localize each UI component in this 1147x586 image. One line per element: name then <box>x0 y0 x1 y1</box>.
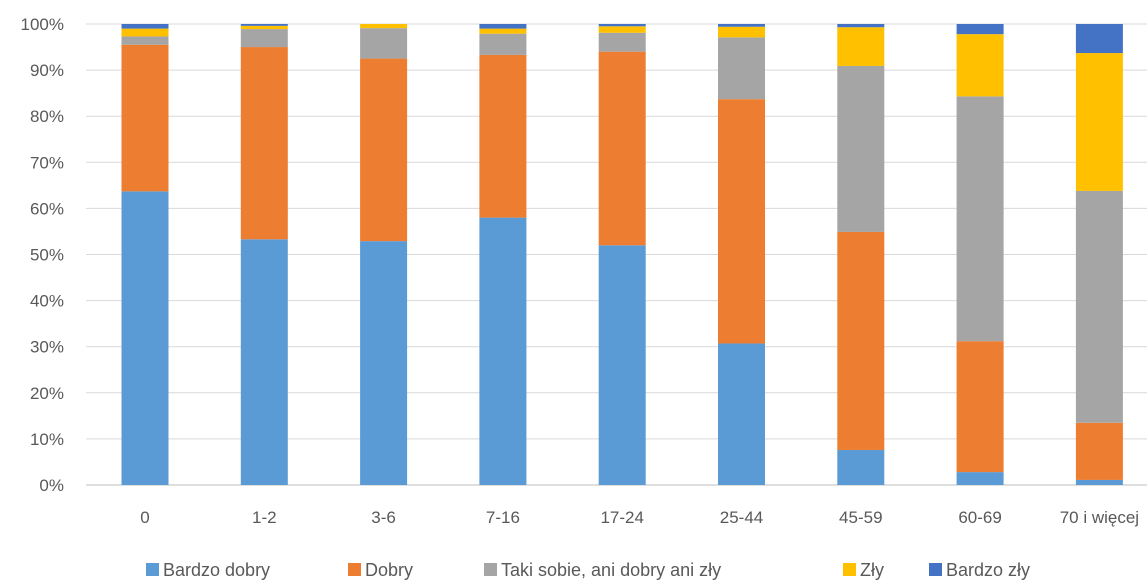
bar-segment <box>360 24 408 29</box>
bar-stack <box>837 24 885 485</box>
bar-segment <box>240 47 288 240</box>
legend-swatch <box>929 563 942 576</box>
bar-stack <box>360 24 408 485</box>
bar-segment <box>479 24 527 29</box>
x-tick-label: 17-24 <box>600 508 643 527</box>
legend-label: Zły <box>860 560 884 580</box>
bar-segment <box>479 217 527 485</box>
bar-segment <box>956 34 1004 97</box>
x-tick-label: 1-2 <box>252 508 277 527</box>
legend-label: Bardzo zły <box>946 560 1030 580</box>
bar-segment <box>837 27 885 66</box>
y-tick-label: 80% <box>30 107 64 126</box>
legend: Bardzo dobry Dobry Taki sobie, ani dobry a… <box>146 560 1030 580</box>
y-tick-label: 50% <box>30 246 64 265</box>
bar-segment <box>360 241 408 485</box>
legend-item: Bardzo dobry <box>146 560 270 580</box>
bar-segment <box>360 28 408 59</box>
bar-segment <box>479 33 527 55</box>
y-tick-label: 20% <box>30 384 64 403</box>
y-tick-label: 0% <box>39 476 64 495</box>
bar-segment <box>718 99 765 344</box>
x-tick-label: 25-44 <box>720 508 763 527</box>
y-axis: 0% 10% 20% 30% 40% 50% 60% 70% 80% 90% 100% <box>21 15 64 495</box>
legend-swatch <box>146 563 159 576</box>
bar-stack <box>718 24 765 485</box>
bar-segment <box>956 24 1004 35</box>
bar-segment <box>240 29 288 48</box>
bar-segment <box>121 28 169 37</box>
bar-segment <box>956 341 1004 473</box>
legend-label: Dobry <box>365 560 413 580</box>
x-axis: 0 1-2 3-6 7-16 17-24 25-44 45-59 60-69 70 i więc… <box>140 508 1139 527</box>
legend-item: Zły <box>843 560 884 580</box>
bars <box>121 24 1123 485</box>
bar-segment <box>240 239 288 485</box>
legend-item: Dobry <box>348 560 413 580</box>
legend-swatch <box>348 563 361 576</box>
bar-segment <box>718 37 765 100</box>
bar-segment <box>121 24 169 29</box>
bar-stack <box>240 24 288 485</box>
bar-segment <box>718 26 765 38</box>
bar-stack <box>121 24 169 485</box>
legend-swatch <box>843 563 856 576</box>
y-tick-label: 70% <box>30 153 64 172</box>
bar-segment <box>598 26 646 33</box>
legend-label: Taki sobie, ani dobry ani zły <box>501 560 721 580</box>
x-tick-label: 45-59 <box>839 508 882 527</box>
bar-segment <box>1075 24 1123 54</box>
bar-stack <box>1075 24 1123 485</box>
bar-segment <box>479 54 527 218</box>
bar-segment <box>598 32 646 52</box>
bar-segment <box>360 58 408 242</box>
bar-segment <box>1075 190 1123 423</box>
x-tick-label: 60-69 <box>958 508 1001 527</box>
bar-segment <box>598 245 646 485</box>
y-tick-label: 60% <box>30 199 64 218</box>
legend-item: Bardzo zły <box>929 560 1030 580</box>
bar-stack <box>956 24 1004 485</box>
bar-segment <box>121 44 169 192</box>
legend-swatch <box>484 563 497 576</box>
bar-segment <box>718 24 765 27</box>
x-tick-label: 70 i więcej <box>1060 508 1139 527</box>
bar-segment <box>1075 53 1123 191</box>
bar-segment <box>956 472 1004 485</box>
bar-segment <box>837 231 885 450</box>
bar-segment <box>121 36 169 45</box>
y-tick-label: 90% <box>30 61 64 80</box>
x-tick-label: 3-6 <box>371 508 396 527</box>
legend-label: Bardzo dobry <box>163 560 270 580</box>
bar-segment <box>121 191 169 485</box>
legend-item: Taki sobie, ani dobry ani zły <box>484 560 721 580</box>
y-tick-label: 40% <box>30 292 64 311</box>
bar-stack <box>479 24 527 485</box>
bar-segment <box>240 25 288 30</box>
bar-segment <box>1075 422 1123 480</box>
bar-segment <box>1075 479 1123 485</box>
bar-segment <box>240 24 288 26</box>
bar-stack <box>598 24 646 485</box>
y-tick-label: 10% <box>30 430 64 449</box>
y-tick-label: 100% <box>21 15 64 34</box>
bar-segment <box>598 51 646 246</box>
bar-segment <box>479 28 527 34</box>
x-tick-label: 7-16 <box>486 508 520 527</box>
bar-segment <box>837 65 885 232</box>
y-tick-label: 30% <box>30 338 64 357</box>
x-tick-label: 0 <box>140 508 149 527</box>
bar-segment <box>718 343 765 485</box>
bar-segment <box>837 449 885 485</box>
bar-segment <box>598 24 646 27</box>
bar-segment <box>837 24 885 28</box>
bar-segment <box>956 96 1004 342</box>
